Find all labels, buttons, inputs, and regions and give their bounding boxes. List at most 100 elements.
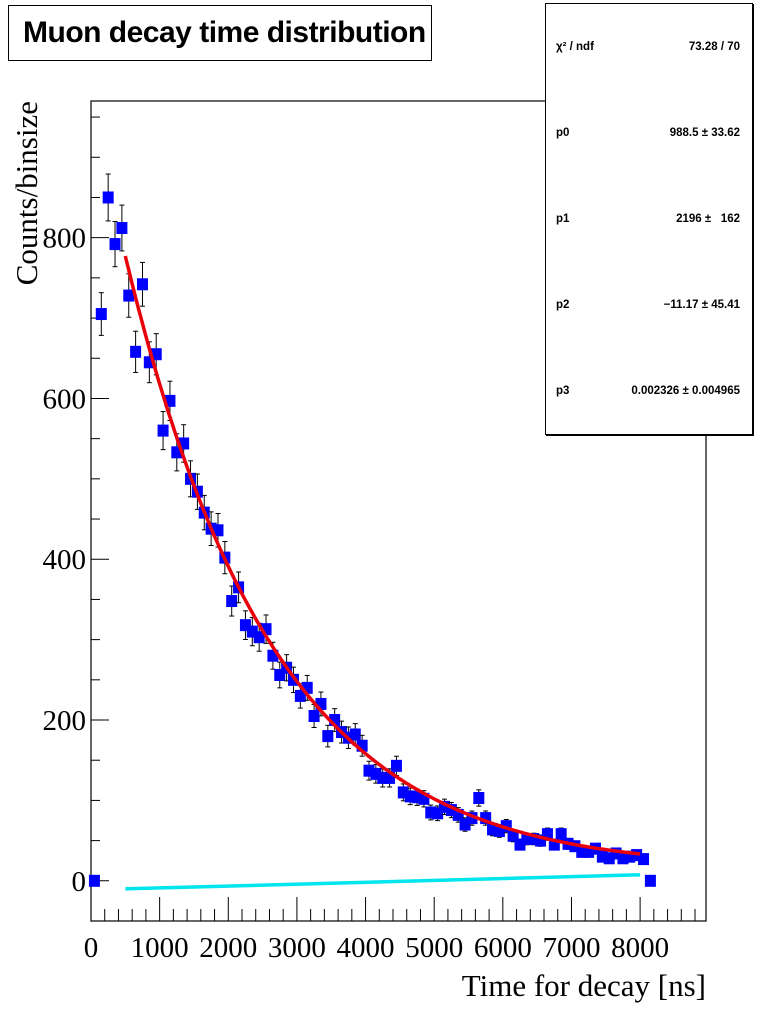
data-point: [294, 689, 306, 702]
data-point: [507, 829, 519, 842]
stats-label: χ² / ndf: [556, 41, 594, 53]
data-point: [432, 807, 444, 820]
x-axis-label: Time for decay [ns]: [462, 968, 706, 1003]
data-point: [480, 812, 492, 825]
data-point: [596, 850, 608, 863]
data-point: [239, 619, 251, 632]
x-tick-label: 4000: [337, 932, 395, 964]
data-point: [136, 278, 148, 291]
data-point: [438, 800, 450, 813]
x-tick-label: 7000: [542, 932, 600, 964]
data-point: [253, 631, 265, 644]
data-point: [109, 238, 121, 251]
data-point: [576, 845, 588, 858]
x-tick-label: 6000: [474, 932, 532, 964]
stats-row-p3: p3 0.002326 ± 0.004965: [556, 385, 740, 397]
stats-row-p0: p0 988.5 ± 33.62: [556, 127, 740, 139]
data-point: [452, 808, 464, 821]
data-point: [301, 681, 313, 694]
stats-label: p0: [556, 127, 570, 139]
data-point: [157, 424, 169, 437]
data-point: [390, 759, 402, 772]
data-point: [370, 767, 382, 780]
data-point: [528, 833, 540, 845]
data-point: [356, 739, 368, 752]
y-tick-label: 400: [43, 544, 87, 576]
stats-row-p1: p1 2196 ± 162: [556, 213, 740, 225]
stats-value: 988.5 ± 33.62: [669, 127, 740, 139]
data-point: [95, 308, 107, 321]
data-point: [212, 524, 224, 537]
data-point: [487, 823, 499, 836]
data-point: [466, 812, 478, 825]
data-point: [624, 850, 636, 863]
x-tick-label: 3000: [268, 932, 326, 964]
background-fit-line: [125, 873, 641, 891]
stats-value: 2196 ± 162: [676, 213, 740, 225]
x-tick-label: 1000: [131, 932, 189, 964]
plot-frame: [90, 100, 707, 922]
data-point: [555, 828, 567, 841]
data-point: [178, 437, 190, 450]
stats-label: p1: [556, 213, 570, 225]
data-point: [287, 673, 299, 686]
data-point: [226, 595, 238, 608]
data-point: [397, 786, 409, 799]
stats-label: p3: [556, 385, 570, 397]
x-tick-label: 5000: [405, 932, 463, 964]
data-point: [535, 834, 547, 847]
data-point: [267, 649, 279, 662]
data-point: [322, 730, 334, 743]
data-point: [246, 625, 258, 638]
data-point: [102, 191, 114, 204]
data-point: [541, 828, 553, 841]
data-point: [473, 792, 485, 804]
data-point: [130, 345, 142, 358]
data-point: [603, 852, 615, 865]
data-point: [384, 771, 396, 784]
chart-title: Muon decay time distribution: [8, 5, 432, 61]
data-point: [123, 289, 135, 302]
data-point: [150, 348, 162, 361]
data-point: [521, 833, 533, 845]
data-point: [349, 728, 361, 741]
y-tick-label: 600: [43, 383, 87, 415]
fit-curve: [123, 255, 641, 856]
y-axis-label: Counts/binsize: [9, 101, 44, 285]
data-point: [638, 853, 650, 866]
data-point: [315, 697, 327, 710]
data-point: [644, 874, 656, 887]
data-point: [514, 838, 526, 851]
x-tick-label: 2000: [199, 932, 257, 964]
data-point: [425, 806, 437, 819]
data-point: [411, 791, 423, 804]
data-point: [459, 818, 471, 831]
data-point: [143, 356, 155, 369]
data-point: [445, 804, 457, 817]
y-tick-label: 800: [43, 223, 87, 255]
x-tick-label: 0: [84, 932, 99, 964]
data-point: [171, 446, 183, 459]
data-point: [493, 824, 505, 837]
data-point: [418, 792, 430, 805]
data-point: [583, 845, 595, 858]
data-point: [164, 394, 176, 407]
stats-label: p2: [556, 299, 570, 311]
stats-value: 73.28 / 70: [688, 41, 740, 53]
data-point: [308, 710, 320, 722]
data-point: [260, 623, 272, 636]
data-point: [404, 790, 416, 803]
stats-value: 0.002326 ± 0.004965: [631, 385, 740, 397]
data-point: [377, 771, 389, 784]
data-point: [548, 838, 560, 851]
data-point: [617, 852, 629, 865]
data-point: [329, 714, 341, 727]
y-tick-label: 200: [43, 705, 87, 737]
stats-value: −11.17 ± 45.41: [663, 299, 740, 311]
data-point: [88, 874, 100, 887]
data-point: [363, 764, 375, 777]
fit-stats-box: χ² / ndf 73.28 / 70 p0 988.5 ± 33.62 p1 219…: [545, 3, 753, 435]
data-point: [274, 669, 286, 681]
data-point: [610, 847, 622, 860]
